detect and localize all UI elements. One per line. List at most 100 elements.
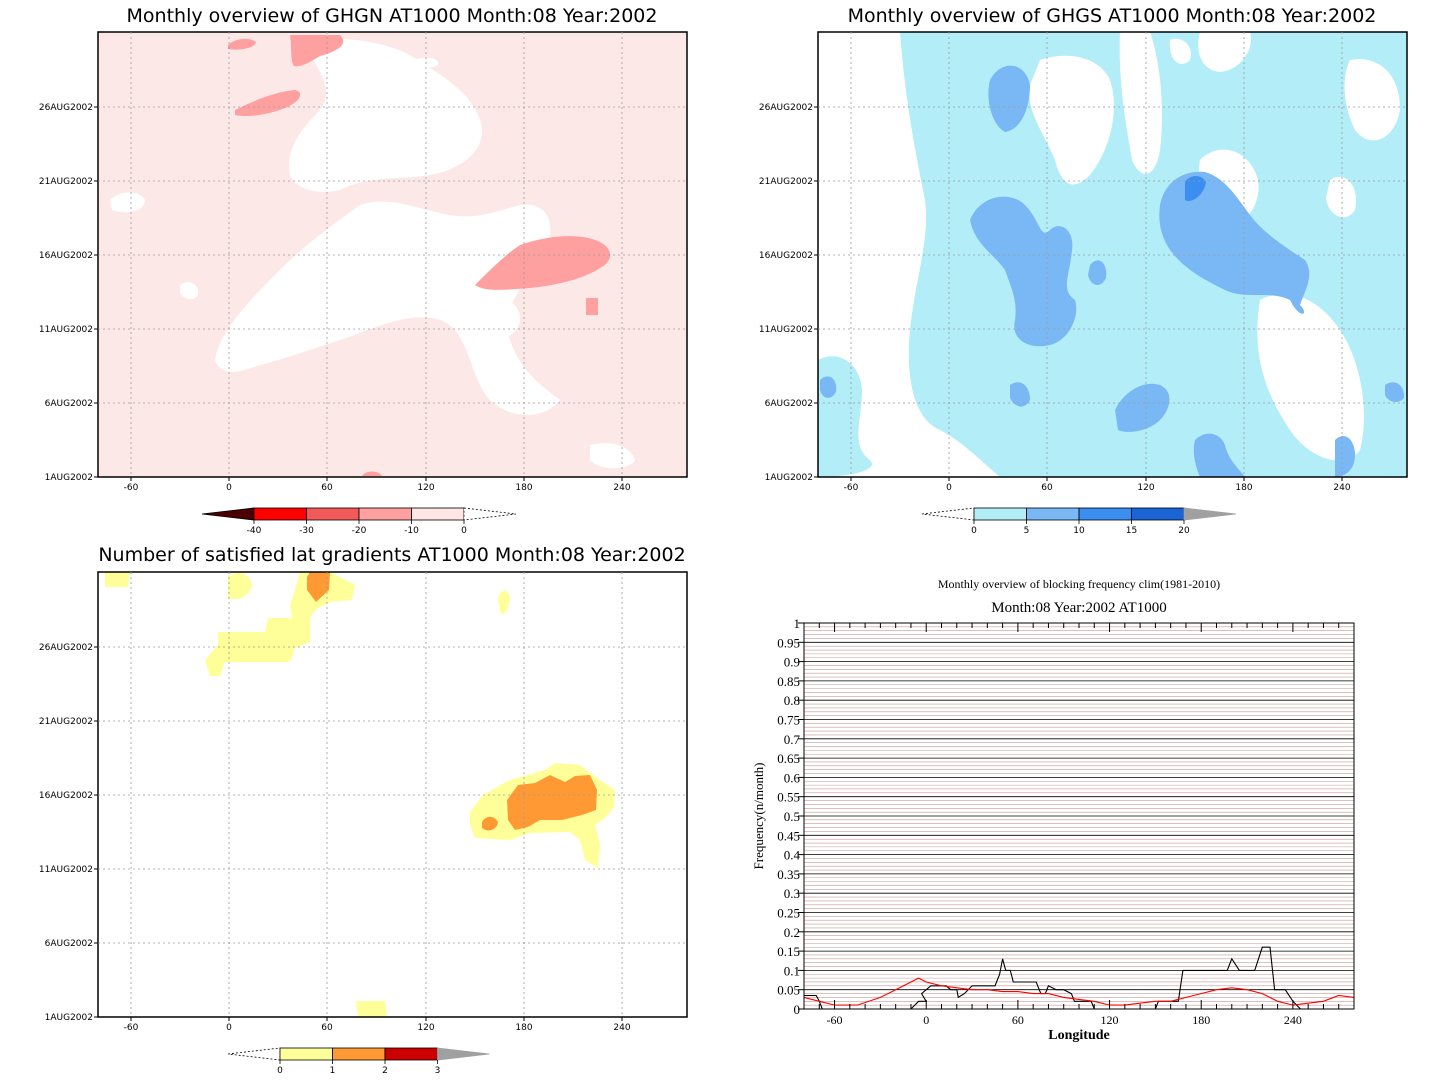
y-tick-label: 0.1 xyxy=(784,963,800,978)
ghgs-white-region xyxy=(1344,59,1400,141)
ghgs-level2-region xyxy=(1159,171,1310,314)
gradients-level2-region xyxy=(307,572,330,602)
colorbar-label: 10 xyxy=(1073,526,1085,536)
y-tick-label: 0.4 xyxy=(784,848,801,863)
y-tick-label: 21AUG2002 xyxy=(39,717,93,727)
colorbar-label: 5 xyxy=(1024,526,1030,536)
colorbar-segment xyxy=(279,1047,333,1061)
gradients-x-axis: -60 0 60 120 180 240 xyxy=(124,1017,631,1033)
y-tick-label: 0.3 xyxy=(784,886,800,901)
plot-gridlines xyxy=(804,623,1354,1009)
gradients-level1-region xyxy=(498,590,510,615)
y-tick-label: 0.5 xyxy=(784,809,800,824)
y-tick-label: 0.85 xyxy=(777,674,800,689)
colorbar-end-left xyxy=(921,507,975,521)
ghgs-white-region xyxy=(1326,176,1356,218)
ghgs-white-region xyxy=(1029,55,1114,185)
gradients-level2-region xyxy=(507,775,597,830)
x-tick-label: 120 xyxy=(1101,1013,1119,1027)
ghgs-gridlines xyxy=(818,32,1407,477)
x-tick-label: 240 xyxy=(613,1023,630,1033)
ghgn-light-region xyxy=(289,38,482,192)
x-tick-label: 240 xyxy=(1284,1013,1302,1027)
panel-ghgs: Monthly overview of GHGS AT1000 Month:08… xyxy=(759,5,1408,536)
ghgs-level3-region xyxy=(1185,176,1206,201)
x-tick-label: 240 xyxy=(1333,483,1350,493)
ghgn-light-region xyxy=(415,57,439,68)
y-tick-label: 26AUG2002 xyxy=(39,643,93,653)
y-tick-label: 0.15 xyxy=(777,944,800,959)
y-tick-label: 1AUG2002 xyxy=(45,1013,93,1023)
y-tick-label: 1AUG2002 xyxy=(765,473,813,483)
ghgn-x-axis: -60 0 60 120 180 240 xyxy=(124,477,631,493)
ghgs-colorbar: 0 5 10 15 20 xyxy=(921,507,1237,536)
colorbar-label: 0 xyxy=(461,526,467,536)
x-tick-label: 120 xyxy=(417,483,434,493)
y-tick-label: 0.75 xyxy=(777,713,800,728)
colorbar-end-right xyxy=(437,1047,490,1061)
y-tick-label: 0.8 xyxy=(784,693,800,708)
y-tick-label: 0.55 xyxy=(777,790,800,805)
y-tick-label: 16AUG2002 xyxy=(39,251,93,261)
y-tick-label: 21AUG2002 xyxy=(759,177,813,187)
ghgn-gridlines xyxy=(98,32,687,477)
series-line-1 xyxy=(804,946,1354,1009)
ghgs-y-axis: 1AUG2002 6AUG2002 11AUG2002 16AUG2002 21AUG2… xyxy=(759,103,818,483)
x-tick-label: 60 xyxy=(1041,483,1053,493)
x-tick-label: -60 xyxy=(124,1023,139,1033)
ghgs-field xyxy=(818,32,1407,477)
colorbar-end-left xyxy=(201,507,255,521)
series-line-2 xyxy=(804,977,1354,1006)
ghgn-light-region xyxy=(180,282,199,300)
y-axis-title: Frequency(n/month) xyxy=(751,763,766,870)
colorbar-segment xyxy=(973,507,1027,521)
ghgs-white-region xyxy=(1257,294,1364,461)
colorbar-label: 15 xyxy=(1126,526,1137,536)
plot-axes: 0 0.05 0.1 0.15 0.2 0.25 0.3 0.35 0.4 0.45 0.5 0.55… xyxy=(777,616,1355,1027)
x-tick-label: 180 xyxy=(1235,483,1252,493)
y-tick-label: 0.35 xyxy=(777,867,800,882)
y-tick-label: 0.45 xyxy=(777,828,800,843)
panel-blocking-frequency: Monthly overview of blocking frequency c… xyxy=(751,577,1355,1043)
ghgs-level2-region xyxy=(1335,435,1355,477)
ghgs-level2-region xyxy=(1010,382,1030,407)
gradients-level2-region xyxy=(482,816,498,831)
x-tick-label: -60 xyxy=(124,483,139,493)
colorbar-segment xyxy=(332,1047,386,1061)
ghgs-white-region xyxy=(1169,38,1191,64)
gradients-level1-region xyxy=(105,572,130,587)
colorbar-segment xyxy=(1026,507,1080,521)
x-tick-label: 180 xyxy=(515,483,532,493)
x-tick-label: 180 xyxy=(1192,1013,1210,1027)
chart-subtitle: Month:08 Year:2002 AT1000 xyxy=(991,600,1166,616)
x-tick-label: 60 xyxy=(1012,1013,1024,1027)
y-tick-label: 0.95 xyxy=(777,635,800,650)
gradients-title: Number of satisfied lat gradients AT1000… xyxy=(98,544,685,566)
gradients-gridlines xyxy=(98,572,687,1017)
ghgs-level2-region xyxy=(970,196,1077,347)
ghgs-white-region xyxy=(1119,32,1162,174)
y-tick-label: 26AUG2002 xyxy=(39,103,93,113)
gradients-y-axis: 1AUG2002 6AUG2002 11AUG2002 16AUG2002 21AUG2… xyxy=(39,643,98,1023)
y-tick-label: 11AUG2002 xyxy=(759,325,813,335)
ghgs-level2-region xyxy=(1115,383,1170,432)
gradients-level1-region xyxy=(228,573,252,600)
y-tick-label: 6AUG2002 xyxy=(45,939,93,949)
colorbar-label: -20 xyxy=(352,526,367,536)
y-tick-label: 21AUG2002 xyxy=(39,177,93,187)
x-tick-label: -60 xyxy=(827,1013,843,1027)
ghgs-level2-region xyxy=(1385,382,1405,402)
y-tick-label: 11AUG2002 xyxy=(39,865,93,875)
ghgs-level1-region xyxy=(1260,103,1298,128)
colorbar-segment xyxy=(306,507,360,521)
x-tick-label: 60 xyxy=(321,483,333,493)
x-tick-label: -60 xyxy=(844,483,859,493)
x-tick-label: 120 xyxy=(417,1023,434,1033)
ghgs-white-region xyxy=(1198,32,1251,72)
colorbar-label: 3 xyxy=(435,1066,441,1076)
x-tick-label: 60 xyxy=(321,1023,333,1033)
colorbar-segment xyxy=(1131,507,1185,521)
colorbar-label: 0 xyxy=(971,526,977,536)
y-tick-label: 0.25 xyxy=(777,906,800,921)
